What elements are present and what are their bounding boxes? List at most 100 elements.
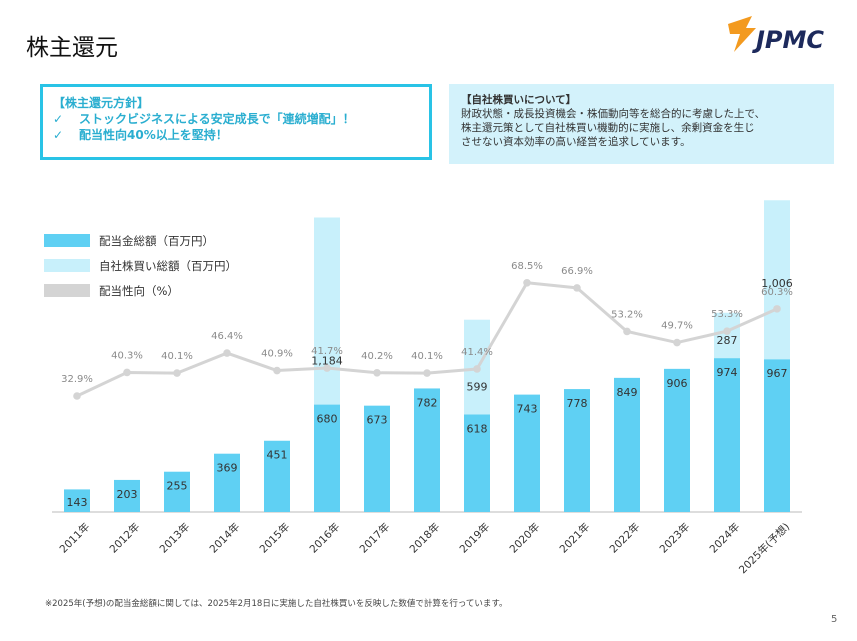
payout-point (573, 284, 581, 292)
x-tick-label: 2024年 (707, 520, 743, 556)
data-label-payout: 68.5% (511, 261, 543, 272)
buyback-heading: 【自社株買いについて】 (461, 94, 577, 106)
data-label-dividend: 143 (67, 496, 88, 509)
page-title: 株主還元 (26, 35, 118, 61)
bar-buyback (314, 217, 340, 405)
payout-point (273, 366, 281, 375)
data-label-payout: 41.7% (311, 346, 343, 357)
data-label-payout: 49.7% (661, 321, 693, 332)
bar-dividend (514, 394, 540, 512)
data-label-dividend: 967 (767, 367, 788, 380)
logo-mark-icon (728, 16, 756, 52)
data-label-payout: 40.1% (411, 351, 443, 362)
legend-swatch-buyback (44, 259, 90, 272)
payout-point (473, 365, 481, 373)
bar-dividend (264, 440, 290, 512)
footnote: ※2025年(予想)の配当金総額に関しては、2025年2月18日に実施した自社株… (45, 599, 508, 609)
bar-buyback (714, 312, 740, 359)
data-label-payout: 46.4% (211, 331, 243, 342)
x-tick-label: 2019年 (457, 520, 493, 556)
check-icon: ✓ (53, 128, 64, 142)
x-tick-label: 2023年 (657, 520, 693, 556)
x-tick-label: 2020年 (507, 520, 543, 556)
data-label-payout: 40.3% (111, 350, 143, 361)
payout-point (673, 338, 681, 347)
buyback-line: 株主還元策として自社株買い機動的に実施し、余剰資金を生じ (461, 122, 755, 134)
x-tick-label: 2012年 (107, 520, 143, 556)
data-label-dividend: 974 (717, 366, 738, 379)
buyback-line: させない資本効率の高い経営を追求しています。 (461, 136, 691, 148)
data-label-payout: 53.2% (611, 309, 643, 320)
data-label-buyback: 1,184 (311, 355, 343, 368)
check-icon: ✓ (53, 112, 64, 126)
x-tick-label: 2025年(予想) (736, 520, 792, 576)
company-logo: JPMC (728, 16, 824, 54)
payout-point (623, 327, 631, 336)
payout-point (73, 392, 81, 400)
bar-dividend (364, 405, 390, 512)
legend-swatch-payout (44, 284, 90, 297)
shareholder-return-policy-box: 【株主還元方針】 ✓ ストックビジネスによる安定成長で「連続増配」！ ✓ 配当性向4… (40, 84, 432, 160)
x-tick-label: 2011年 (57, 520, 93, 556)
payout-point (373, 368, 381, 377)
x-tick-label: 2014年 (207, 520, 243, 556)
policy-item-text: 配当性向40%以上を堅持！ (79, 128, 228, 142)
x-tick-label: 2015年 (257, 520, 293, 556)
bar-dividend (64, 489, 90, 512)
data-label-payout: 53.3% (711, 309, 743, 320)
page-number: 5 (831, 614, 838, 625)
policy-item: ✓ 配当性向40%以上を堅持！ (53, 127, 419, 143)
bar-dividend (614, 377, 640, 512)
x-tick-label: 2022年 (607, 520, 643, 556)
bar-dividend (214, 453, 240, 512)
payout-point (523, 278, 531, 287)
bar-dividend (564, 389, 590, 512)
payout-point (723, 327, 731, 335)
data-label-payout: 66.9% (561, 266, 593, 277)
legend-item-payout: 配当性向（%） (44, 278, 237, 303)
data-label-dividend: 255 (167, 480, 188, 493)
policy-item: ✓ ストックビジネスによる安定成長で「連続増配」！ (53, 111, 419, 127)
data-label-payout: 40.2% (361, 351, 393, 362)
policy-item-text: ストックビジネスによる安定成長で「連続増配」！ (79, 112, 355, 126)
data-label-buyback: 1,006 (761, 277, 793, 290)
bar-dividend (414, 388, 440, 512)
data-label-dividend: 451 (267, 449, 288, 462)
data-label-dividend: 673 (367, 414, 388, 427)
legend-swatch-dividend (44, 234, 90, 247)
data-label-dividend: 849 (617, 386, 638, 399)
data-label-payout: 40.1% (161, 351, 193, 362)
data-label-dividend: 618 (467, 422, 488, 435)
payout-point (323, 364, 331, 372)
data-label-dividend: 778 (567, 397, 588, 410)
bar-dividend (164, 471, 190, 512)
payout-point (773, 305, 781, 313)
policy-heading: 【株主還元方針】 (53, 96, 150, 110)
legend-label: 配当金総額（百万円） (99, 233, 214, 248)
data-label-buyback: 599 (467, 380, 488, 393)
bar-dividend (764, 359, 790, 512)
payout-point (423, 369, 431, 377)
legend-item-dividend: 配当金総額（百万円） (44, 228, 237, 253)
data-label-dividend: 680 (317, 413, 338, 426)
legend-label: 自社株買い総額（百万円） (99, 258, 237, 273)
x-tick-label: 2021年 (557, 520, 593, 556)
buyback-line: 財政状態・成長投資機会・株価動向等を総合的に考慮した上で、 (461, 108, 766, 120)
bar-buyback (764, 200, 790, 360)
x-tick-label: 2016年 (307, 520, 343, 556)
data-label-dividend: 906 (667, 377, 688, 390)
data-label-payout: 60.3% (761, 287, 793, 298)
bar-dividend (664, 368, 690, 512)
x-tick-label: 2013年 (157, 520, 193, 556)
data-label-payout: 40.9% (261, 349, 293, 360)
bar-dividend (314, 404, 340, 512)
data-label-payout: 41.4% (461, 347, 493, 358)
data-label-payout: 32.9% (61, 374, 93, 385)
chart-legend: 配当金総額（百万円） 自社株買い総額（百万円） 配当性向（%） (44, 228, 237, 303)
data-label-dividend: 782 (417, 396, 438, 409)
data-label-dividend: 203 (117, 488, 138, 501)
payout-point (223, 349, 231, 357)
logo-text: JPMC (752, 26, 824, 54)
legend-item-buyback: 自社株買い総額（百万円） (44, 253, 237, 278)
